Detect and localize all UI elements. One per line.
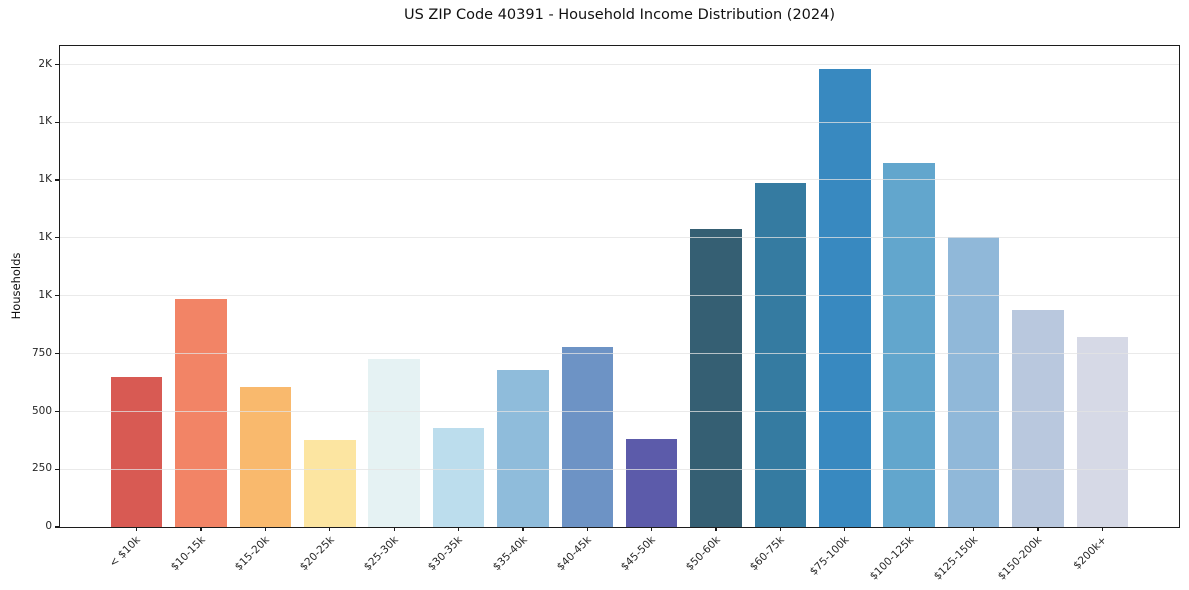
x-tick-label: $25-30k <box>361 534 401 574</box>
x-tick-mark <box>779 527 782 531</box>
bar <box>1012 309 1064 527</box>
y-tick-label: 1K <box>38 288 52 301</box>
y-tick-mark <box>54 410 59 412</box>
bar <box>239 387 292 527</box>
y-axis-title: Households <box>9 252 23 320</box>
y-tick-label: 250 <box>31 462 52 475</box>
x-tick-mark <box>1037 527 1039 531</box>
x-tick-mark <box>651 527 653 531</box>
x-tick-mark <box>973 527 975 531</box>
x-tick-mark <box>522 527 524 531</box>
y-tick-mark <box>54 63 59 65</box>
x-tick-label: $150-200k <box>995 534 1045 583</box>
x-tick-label: $100-125k <box>867 534 916 583</box>
bar <box>497 370 549 527</box>
bar <box>754 183 807 527</box>
x-tick-label: $30-35k <box>425 534 466 574</box>
y-tick-mark <box>54 295 59 297</box>
x-tick-mark <box>393 527 395 531</box>
x-tick-label: $40-45k <box>554 534 594 574</box>
x-tick-label: $35-40k <box>490 534 530 574</box>
gridline <box>60 352 1179 354</box>
y-tick-label: 2K <box>38 57 52 70</box>
y-tick-mark <box>54 352 59 355</box>
bar <box>561 347 614 527</box>
chart-title: US ZIP Code 40391 - Household Income Dis… <box>403 7 836 23</box>
y-tick-label: 0 <box>45 520 52 533</box>
y-tick-label: 1K <box>38 115 52 128</box>
x-tick-label: $200k+ <box>1070 534 1109 572</box>
bar <box>368 359 420 527</box>
y-tick-label: 500 <box>31 404 52 417</box>
y-tick-mark <box>54 121 59 123</box>
x-tick-label: $50-60k <box>683 534 723 574</box>
x-tick-mark <box>1101 527 1103 531</box>
x-tick-mark <box>715 527 717 531</box>
y-tick-mark <box>54 526 59 528</box>
x-tick-label: $45-50k <box>619 534 659 574</box>
y-tick-mark <box>54 179 59 181</box>
x-tick-mark <box>908 527 910 531</box>
gridlines-layer <box>60 46 1179 527</box>
x-tick-mark <box>457 527 460 531</box>
x-tick-label: $60-75k <box>747 534 787 574</box>
x-tick-mark <box>264 527 266 531</box>
x-tick-mark <box>329 527 331 531</box>
gridline <box>60 410 1179 412</box>
bar <box>175 299 227 527</box>
y-tick-label: 750 <box>31 346 52 359</box>
bar <box>819 68 871 527</box>
x-tick-label: $125-150k <box>931 534 981 583</box>
y-tick-mark <box>54 468 59 470</box>
x-axis-ticks: < $10k $10-15k $15-20k $20-25k $25-30k $30-35… <box>60 46 1179 583</box>
bar <box>1076 336 1129 527</box>
y-tick-label: 1K <box>38 173 52 186</box>
bars-layer <box>60 46 1179 527</box>
y-tick-label: 1K <box>38 231 52 244</box>
bar <box>432 427 485 527</box>
gridline <box>60 295 1179 297</box>
bar <box>690 228 742 527</box>
x-tick-label: $20-25k <box>297 534 337 574</box>
x-tick-label: $75-100k <box>807 534 852 578</box>
gridline <box>60 63 1179 65</box>
gridline <box>60 468 1179 470</box>
bar <box>947 236 1000 527</box>
x-tick-label: < $10k <box>107 534 144 570</box>
x-tick-label: $15-20k <box>232 534 272 574</box>
x-tick-mark <box>844 527 846 531</box>
bar <box>883 163 935 527</box>
gridline <box>60 179 1179 181</box>
bar <box>625 438 678 527</box>
x-tick-mark <box>586 527 588 531</box>
x-tick-mark <box>136 527 138 531</box>
gridline <box>60 121 1179 123</box>
y-tick-mark <box>54 237 59 239</box>
plot-area: 0 250 500 750 1K 1K 1K 1K 2K < $10k $10-15k $15-20… <box>32 45 1180 583</box>
x-tick-label: $10-15k <box>168 534 208 574</box>
bar <box>110 377 163 527</box>
x-tick-mark <box>200 527 202 531</box>
bar <box>304 440 356 527</box>
y-axis-ticks: 0 250 500 750 1K 1K 1K 1K 2K <box>32 46 1179 532</box>
gridline <box>60 237 1179 239</box>
